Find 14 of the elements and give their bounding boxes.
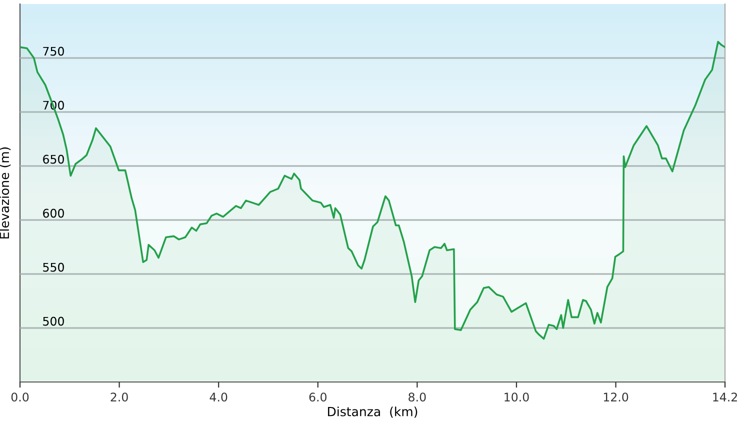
- y-tick-label: 750: [43, 46, 64, 56]
- x-tick-label: 12.0: [604, 392, 628, 402]
- x-axis-title: Distanza (km): [328, 406, 418, 418]
- x-tick-label: 4.0: [210, 392, 228, 402]
- x-tick-label: 10.0: [504, 392, 529, 402]
- y-tick-label: 650: [43, 154, 64, 164]
- y-tick-label: 550: [43, 262, 64, 272]
- x-tick-label: 6.0: [309, 392, 326, 402]
- x-tick-label: 2.0: [110, 392, 128, 402]
- x-tick-label: 8.0: [408, 392, 426, 402]
- y-tick-label: 500: [43, 316, 64, 326]
- y-tick-label: 600: [43, 208, 64, 218]
- x-tick-label: 14.2: [713, 392, 737, 402]
- x-tick-label: 0.0: [11, 392, 29, 402]
